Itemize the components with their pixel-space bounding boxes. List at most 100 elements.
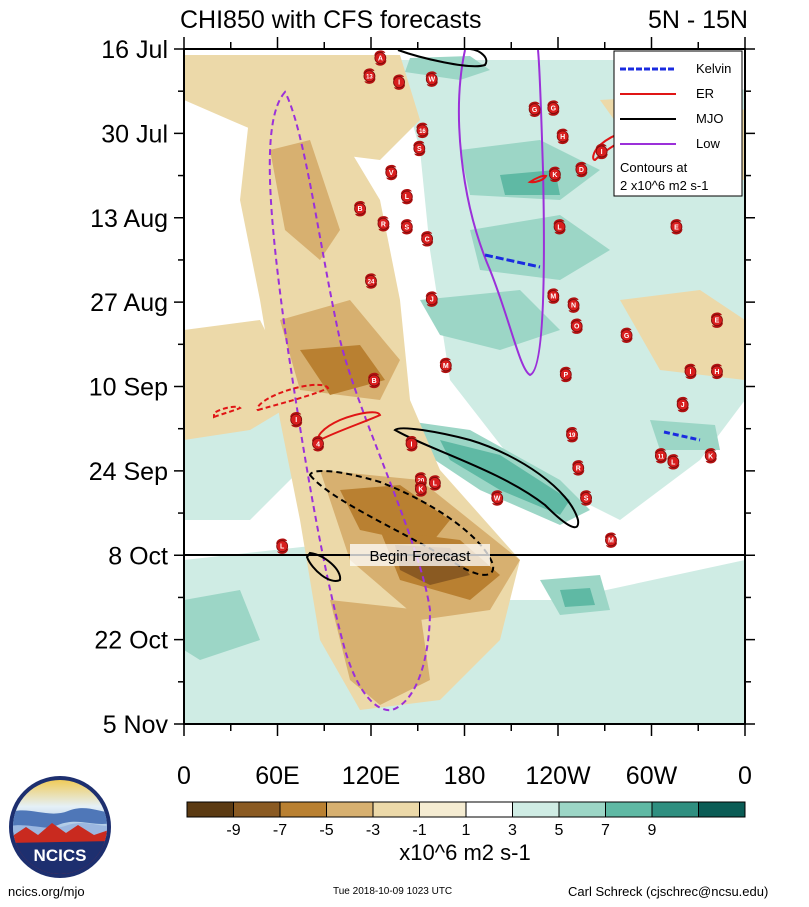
storm-core-icon <box>605 534 617 547</box>
storm-core-icon <box>670 220 683 233</box>
contour-kelvin-1 <box>484 253 541 269</box>
storm-core-icon <box>548 168 561 181</box>
storm-marker: R <box>572 460 585 476</box>
colorbar-swatch <box>186 801 234 818</box>
legend-note-line1: Contours at <box>620 160 688 175</box>
colorbar-label: -9 <box>226 822 240 839</box>
footer-site[interactable]: ncics.org/mjo <box>8 884 85 899</box>
storm-label: R <box>576 465 581 472</box>
storm-core-icon <box>365 275 377 287</box>
storm-label: 13 <box>366 75 373 81</box>
storm-label: W <box>494 495 501 502</box>
colorbar-swatch <box>326 801 374 818</box>
contour-er-2 <box>256 383 330 412</box>
storm-core-icon <box>421 232 434 245</box>
storm-label: M <box>443 363 449 370</box>
storm-marker: G <box>528 101 541 117</box>
storm-marker: W <box>491 490 504 506</box>
storm-core-icon <box>676 398 689 411</box>
forecast-label-bg <box>350 544 490 566</box>
storm-marker: P <box>559 366 572 383</box>
storm-core-icon <box>620 329 633 342</box>
colorbar-swatch <box>419 801 467 818</box>
storm-core-icon <box>354 202 366 215</box>
storm-marker: W <box>425 71 438 87</box>
storm-label: 24 <box>368 280 375 286</box>
storm-core-icon <box>575 163 588 176</box>
storm-core-icon <box>312 437 324 450</box>
storm-marker: L <box>667 454 680 470</box>
x-tick-label: 180 <box>444 762 486 790</box>
storm-core-icon <box>363 70 376 83</box>
colorbar-label: -7 <box>273 822 287 839</box>
storm-label: K <box>708 453 713 460</box>
storm-core-icon <box>428 477 441 489</box>
storm-label: 19 <box>569 433 576 439</box>
storm-core-icon <box>570 320 583 333</box>
storm-core-icon <box>547 102 560 114</box>
storm-marker: 4 <box>312 436 325 452</box>
x-tick-label: 60E <box>255 762 299 790</box>
y-tick-label: 27 Aug <box>90 289 168 317</box>
storm-markers: A 13 I W G G 16 H S I V K D L B R S C L E 24 J M N O G E M P I H B J I 19 4… <box>276 50 723 554</box>
anomaly-teal-band-3 <box>420 290 560 350</box>
contour-kelvin-2 <box>663 430 701 442</box>
colorbar-label: 7 <box>601 822 610 839</box>
storm-label: V <box>389 170 394 177</box>
contours <box>213 49 701 712</box>
storm-label: B <box>372 378 377 385</box>
storm-label: W <box>428 77 435 84</box>
anomaly-field <box>184 55 745 724</box>
storm-marker: K <box>548 166 561 183</box>
storm-marker: C <box>421 231 434 247</box>
storm-label: H <box>714 369 719 376</box>
anomaly-teal-band-1 <box>460 140 600 200</box>
storm-core-icon <box>425 293 438 306</box>
storm-core-icon <box>547 290 560 302</box>
storm-label: G <box>551 106 557 113</box>
storm-marker: M <box>547 288 560 304</box>
storm-label: H <box>560 134 565 141</box>
storm-marker: B <box>354 201 367 217</box>
storm-marker: A <box>374 50 387 66</box>
storm-marker: L <box>553 219 566 235</box>
storm-label: L <box>557 224 562 231</box>
storm-core-icon <box>400 220 413 233</box>
storm-label: G <box>624 333 630 340</box>
storm-marker: H <box>556 128 569 145</box>
storm-marker: 11 <box>654 448 667 464</box>
x-tick-label: 120E <box>342 762 400 790</box>
storm-marker: J <box>425 291 438 307</box>
colorbar-label: 1 <box>462 822 471 839</box>
storm-label: S <box>417 146 422 153</box>
storm-core-icon <box>711 314 723 327</box>
storm-core-icon <box>276 540 289 553</box>
storm-marker: O <box>570 318 583 334</box>
storm-core-icon <box>425 73 438 86</box>
anomaly-tan-east-patch <box>620 290 745 380</box>
chart-title: CHI850 with CFS forecasts <box>180 6 482 34</box>
storm-core-icon <box>405 437 418 450</box>
storm-label: B <box>358 206 363 213</box>
storm-label: L <box>433 480 438 487</box>
storm-label: 11 <box>658 454 665 460</box>
storm-marker: I <box>595 143 608 160</box>
storm-core-icon <box>368 374 381 387</box>
legend-note-line2: 2 x10^6 m2 s-1 <box>620 178 708 193</box>
colorbar-swatch <box>698 801 746 818</box>
storm-label: K <box>552 172 557 179</box>
x-tick-label: 60W <box>626 762 678 790</box>
storm-marker: I <box>684 363 697 380</box>
contour-er-3 <box>213 405 242 419</box>
colorbar-label: 5 <box>555 822 564 839</box>
y-tick-label: 10 Sep <box>89 374 168 402</box>
y-tick-label: 16 Jul <box>101 36 168 64</box>
storm-marker: I <box>393 74 406 90</box>
storm-core-icon <box>553 220 566 233</box>
storm-core-icon <box>556 130 569 143</box>
storm-label: A <box>378 56 383 63</box>
storm-marker: B <box>368 372 381 389</box>
storm-core-icon <box>684 365 697 378</box>
storm-label: I <box>295 417 297 424</box>
